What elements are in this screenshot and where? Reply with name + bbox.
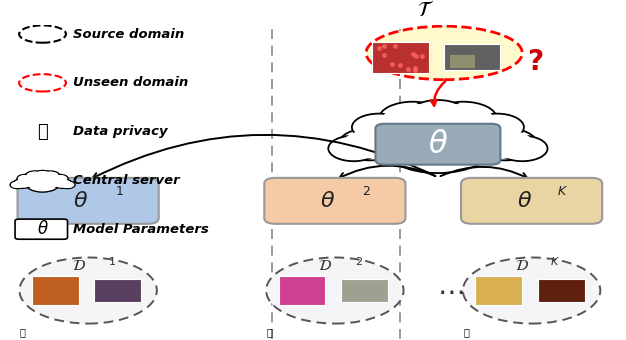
Text: 🔒: 🔒 (37, 123, 48, 141)
Ellipse shape (266, 257, 404, 324)
Circle shape (409, 100, 466, 129)
Circle shape (60, 181, 75, 189)
Circle shape (17, 174, 33, 183)
FancyBboxPatch shape (444, 44, 500, 70)
Circle shape (328, 136, 379, 161)
Circle shape (339, 128, 403, 160)
Text: $\theta$: $\theta$ (73, 190, 88, 212)
Circle shape (10, 181, 25, 189)
Circle shape (413, 102, 463, 127)
Circle shape (53, 179, 72, 188)
Circle shape (497, 136, 548, 161)
Ellipse shape (463, 257, 600, 324)
Circle shape (477, 130, 533, 158)
Circle shape (34, 170, 51, 179)
Circle shape (11, 182, 24, 188)
Text: $1$: $1$ (115, 185, 124, 198)
Text: ?: ? (526, 48, 543, 76)
Circle shape (53, 175, 67, 182)
Circle shape (28, 176, 58, 191)
Circle shape (352, 114, 406, 141)
FancyBboxPatch shape (264, 178, 406, 224)
FancyBboxPatch shape (461, 178, 602, 224)
Circle shape (14, 179, 31, 188)
Circle shape (355, 115, 403, 139)
Circle shape (360, 118, 431, 154)
FancyBboxPatch shape (376, 124, 500, 165)
FancyBboxPatch shape (279, 276, 326, 305)
Text: $\theta$: $\theta$ (36, 220, 48, 238)
Circle shape (43, 175, 67, 187)
Circle shape (356, 115, 436, 156)
Circle shape (342, 130, 399, 158)
Circle shape (473, 115, 521, 139)
Circle shape (19, 176, 41, 186)
FancyBboxPatch shape (32, 276, 79, 305)
Circle shape (381, 115, 495, 173)
Circle shape (44, 176, 66, 186)
Text: $\mathcal{D}$: $\mathcal{D}$ (319, 258, 332, 273)
Circle shape (54, 179, 71, 188)
Circle shape (473, 128, 538, 160)
Circle shape (444, 118, 516, 154)
Ellipse shape (19, 257, 157, 324)
Circle shape (18, 175, 42, 187)
Circle shape (470, 114, 524, 141)
Circle shape (434, 104, 493, 134)
FancyBboxPatch shape (15, 219, 68, 239)
Text: Data privacy: Data privacy (73, 125, 167, 138)
Text: Central server: Central server (73, 174, 179, 187)
Circle shape (429, 102, 497, 136)
Circle shape (35, 171, 50, 179)
Text: $\cdots$: $\cdots$ (437, 278, 464, 306)
Circle shape (13, 179, 32, 188)
Circle shape (383, 104, 443, 134)
Circle shape (61, 182, 74, 188)
Circle shape (25, 171, 45, 181)
FancyBboxPatch shape (341, 279, 388, 302)
Circle shape (26, 175, 59, 192)
Text: 🔒: 🔒 (19, 327, 26, 337)
Circle shape (52, 174, 68, 183)
Text: $\mathcal{D}$: $\mathcal{D}$ (515, 258, 529, 273)
Circle shape (439, 115, 521, 156)
Text: $2$: $2$ (362, 185, 371, 198)
Circle shape (331, 137, 376, 160)
Circle shape (18, 175, 32, 182)
Text: $\theta$: $\theta$ (320, 190, 335, 212)
Ellipse shape (366, 26, 522, 80)
Text: Unseen domain: Unseen domain (73, 76, 188, 89)
Text: $\mathcal{T}$: $\mathcal{T}$ (417, 0, 434, 20)
Text: 🔒: 🔒 (463, 327, 469, 337)
Text: $\mathcal{D}$: $\mathcal{D}$ (72, 258, 86, 273)
Text: 🔒: 🔒 (266, 327, 272, 337)
FancyBboxPatch shape (451, 55, 475, 68)
Circle shape (387, 119, 488, 170)
FancyBboxPatch shape (372, 42, 429, 73)
Text: $K$: $K$ (550, 255, 560, 267)
Text: $1$: $1$ (108, 255, 116, 267)
Text: $K$: $K$ (557, 185, 568, 198)
Circle shape (41, 172, 59, 181)
FancyBboxPatch shape (95, 279, 141, 302)
Circle shape (40, 171, 60, 181)
FancyBboxPatch shape (538, 279, 585, 302)
Text: Model Parameters: Model Parameters (73, 223, 208, 236)
Circle shape (26, 172, 44, 181)
Text: Source domain: Source domain (73, 28, 184, 40)
Circle shape (379, 102, 446, 136)
FancyBboxPatch shape (18, 178, 159, 224)
Text: $2$: $2$ (354, 255, 362, 267)
Circle shape (500, 137, 545, 160)
Text: $\theta$: $\theta$ (428, 129, 448, 160)
FancyBboxPatch shape (475, 276, 522, 305)
Text: $\theta$: $\theta$ (516, 190, 531, 212)
